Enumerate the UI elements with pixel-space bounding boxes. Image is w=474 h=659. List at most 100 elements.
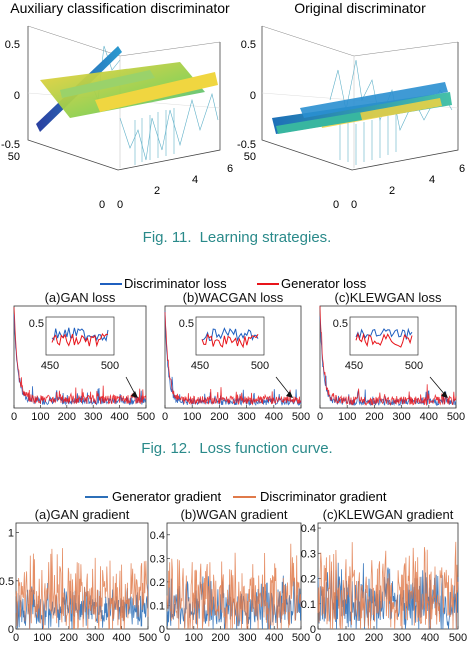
x-tick-label: 300	[84, 411, 102, 423]
x-tick-label: 300	[238, 632, 256, 644]
x-tick-label: 200	[58, 411, 76, 423]
y-tick: 50	[244, 151, 256, 163]
legend-label: Discriminator loss	[124, 276, 227, 291]
surface-panel-auxiliary: Auxiliary classification discriminator 0…	[1, 0, 233, 211]
y-tick-label: 0.1	[150, 600, 165, 612]
legend-loss: Discriminator loss Generator loss	[100, 276, 367, 291]
x-tick-label: 500	[137, 411, 155, 423]
x-tick-label: 400	[421, 632, 439, 644]
x-tick: 2	[154, 185, 160, 197]
y-tick-label: 0	[310, 624, 316, 636]
caption-text: Loss function curve.	[199, 440, 333, 457]
surface-yellow	[40, 62, 205, 118]
x-tick: 4	[192, 174, 198, 186]
y-tick-label: 1	[8, 528, 14, 540]
series-line	[15, 548, 149, 630]
x-tick-label: 500	[292, 632, 310, 644]
y-tick-label: 0.1	[301, 599, 316, 611]
inset-x-tick: 450	[191, 360, 209, 372]
chart-title: (a)GAN gradient	[35, 507, 130, 522]
z-tick: -0.5	[1, 139, 20, 151]
x-tick-label: 0	[164, 632, 170, 644]
legend-label: Discriminator gradient	[260, 489, 387, 504]
zoom-arrow-head	[131, 391, 138, 398]
x-tick-label: 200	[365, 411, 383, 423]
x-tick-label: 0	[317, 411, 323, 423]
z-tick: 0.5	[241, 39, 256, 51]
inset-y-tick: 0.5	[29, 318, 44, 330]
x-tick-label: 100	[31, 411, 49, 423]
x-tick-label: 100	[185, 632, 203, 644]
x-tick-label: 500	[449, 632, 467, 644]
surface-panel-original: Original discriminator 0.5 0 -0.5 50 0 0…	[237, 0, 465, 211]
inset-series-line	[201, 333, 259, 349]
zoom-arrow	[429, 376, 447, 397]
figure-12-caption: Fig. 12. Loss function curve.	[0, 440, 474, 457]
y-tick-label: 0.3	[150, 553, 165, 565]
axes-box	[261, 26, 459, 171]
inset-series-line	[51, 332, 108, 348]
z-tick: 0	[250, 90, 256, 102]
panel-title: Original discriminator	[294, 0, 426, 16]
axes-box	[27, 26, 221, 171]
x-tick-label: 300	[392, 411, 410, 423]
x-tick-label: 100	[183, 411, 201, 423]
x-tick-label: 100	[33, 632, 51, 644]
series-line	[166, 543, 302, 630]
inset-x-tick: 500	[405, 360, 423, 372]
caption-label: Fig. 11.	[142, 229, 192, 246]
surface-green	[60, 70, 155, 98]
x-tick-label: 500	[139, 632, 157, 644]
y-tick-label: 0.4	[301, 523, 316, 535]
chart-title: (b)WGAN gradient	[181, 507, 288, 522]
y-tick-label: 0.2	[150, 577, 165, 589]
chart-title: (b)WACGAN loss	[183, 290, 284, 305]
x-tick: 2	[389, 185, 395, 197]
inset-x-tick: 500	[101, 360, 119, 372]
x-tick-label: 400	[265, 632, 283, 644]
y-tick: 0	[333, 199, 339, 211]
series-line	[164, 311, 302, 406]
x-tick-label: 500	[447, 411, 465, 423]
surface-green	[276, 112, 362, 134]
chart-title: (c)KLEWGAN gradient	[323, 507, 454, 522]
zoom-arrow-head	[286, 391, 293, 398]
legend-label: Generator gradient	[112, 489, 222, 504]
figure-11-caption: Fig. 11. Learning strategies.	[0, 229, 474, 246]
x-tick-label: 500	[292, 411, 310, 423]
y-tick-label: 0.2	[301, 574, 316, 586]
y-tick-label: 0.5	[0, 576, 14, 588]
inset-series-line	[355, 332, 413, 348]
chart-title: (c)KLEWGAN loss	[335, 290, 442, 305]
y-tick: 50	[8, 151, 20, 163]
x-tick-label: 0	[11, 411, 17, 423]
y-tick-label: 0.3	[301, 548, 316, 560]
x-tick-label: 200	[211, 632, 229, 644]
x-tick: 0	[351, 199, 357, 211]
zoom-arrow	[275, 376, 292, 397]
chart-title: (a)GAN loss	[45, 290, 116, 305]
caption-label: Fig. 12.	[141, 440, 192, 457]
y-tick-label: 0	[8, 624, 14, 636]
caption-text: Learning strategies.	[199, 229, 332, 246]
z-tick: -0.5	[237, 139, 256, 151]
legend-gradient: Generator gradient Discriminator gradien…	[85, 489, 387, 504]
x-tick-label: 400	[110, 411, 128, 423]
x-tick-label: 0	[162, 411, 168, 423]
x-tick-label: 400	[112, 632, 130, 644]
x-tick: 0	[117, 199, 123, 211]
x-tick-label: 200	[210, 411, 228, 423]
inset-x-tick: 500	[251, 360, 269, 372]
x-tick-label: 100	[337, 632, 355, 644]
inset-y-tick: 0.5	[179, 318, 194, 330]
series-line	[319, 305, 457, 407]
zoom-arrow-head	[441, 391, 448, 398]
series-line	[317, 541, 459, 630]
stem-lines	[89, 45, 219, 165]
surface-yellow-front	[95, 72, 218, 112]
inset-y-tick: 0.5	[333, 318, 348, 330]
z-tick: 0.5	[5, 39, 20, 51]
x-tick: 4	[429, 174, 435, 186]
x-tick: 6	[459, 163, 465, 175]
